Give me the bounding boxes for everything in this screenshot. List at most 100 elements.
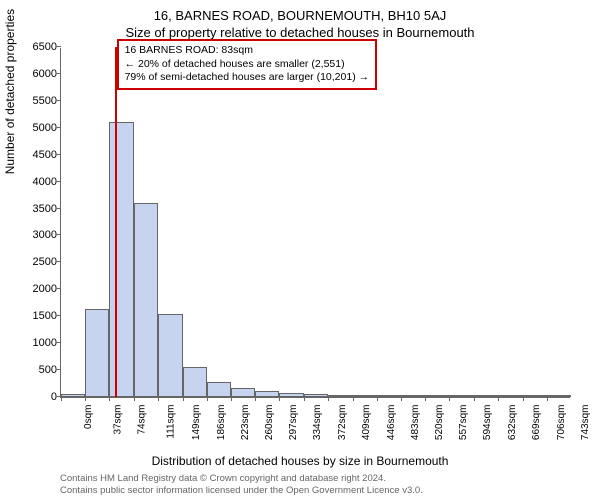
annotation-line-2: ← 20% of detached houses are smaller (2,…	[125, 58, 370, 72]
histogram-bar	[353, 395, 377, 397]
x-tick-mark	[498, 397, 499, 401]
histogram-bar	[328, 395, 352, 397]
plot-area: 0500100015002000250030003500400045005000…	[60, 48, 570, 398]
y-tick-label: 4500	[17, 149, 57, 161]
x-tick-mark	[134, 397, 135, 401]
y-axis-label: Number of detached properties	[3, 9, 17, 174]
x-tick-mark	[85, 397, 86, 401]
chart-subtitle: Size of property relative to detached ho…	[0, 23, 600, 40]
x-tick-mark	[207, 397, 208, 401]
y-tick-mark	[57, 154, 61, 155]
y-tick-mark	[57, 100, 61, 101]
x-tick-label: 483sqm	[410, 405, 411, 441]
y-tick-mark	[57, 261, 61, 262]
x-tick-mark	[377, 397, 378, 401]
y-tick-mark	[57, 288, 61, 289]
histogram-bar	[304, 394, 328, 397]
y-tick-mark	[57, 46, 61, 47]
x-tick-label: 297sqm	[288, 405, 289, 441]
x-tick-label: 446sqm	[386, 405, 387, 441]
histogram-bar	[547, 395, 571, 397]
x-tick-mark	[255, 397, 256, 401]
y-tick-label: 1500	[17, 310, 57, 322]
histogram-bar	[231, 388, 255, 397]
y-tick-label: 6000	[17, 68, 57, 80]
x-tick-label: 37sqm	[113, 405, 114, 435]
y-tick-label: 2000	[17, 283, 57, 295]
x-tick-label: 594sqm	[482, 405, 483, 441]
x-tick-label: 743sqm	[580, 405, 581, 441]
histogram-bar	[425, 395, 449, 397]
x-tick-label: 111sqm	[165, 405, 166, 439]
histogram-bar	[158, 314, 182, 397]
histogram-bar	[449, 395, 473, 397]
y-tick-label: 6500	[17, 41, 57, 53]
x-tick-mark	[231, 397, 232, 401]
x-tick-label: 223sqm	[240, 405, 241, 441]
x-tick-label: 260sqm	[264, 405, 265, 441]
y-tick-label: 2500	[17, 256, 57, 268]
histogram-bar	[498, 395, 522, 397]
x-tick-mark	[61, 397, 62, 401]
x-tick-mark	[449, 397, 450, 401]
annotation-line-1: 16 BARNES ROAD: 83sqm	[125, 44, 370, 58]
y-tick-mark	[57, 234, 61, 235]
x-tick-mark	[474, 397, 475, 401]
histogram-bar	[134, 203, 158, 397]
footer-text: Contains HM Land Registry data © Crown c…	[60, 473, 423, 496]
histogram-bar	[523, 395, 547, 397]
histogram-bar	[183, 367, 207, 397]
x-tick-label: 372sqm	[337, 405, 338, 441]
x-tick-mark	[279, 397, 280, 401]
histogram-bar	[279, 393, 303, 397]
y-tick-label: 500	[17, 364, 57, 376]
histogram-bar	[207, 382, 231, 397]
y-tick-label: 0	[17, 391, 57, 403]
x-tick-label: 520sqm	[434, 405, 435, 441]
y-tick-label: 3000	[17, 229, 57, 241]
x-tick-mark	[158, 397, 159, 401]
y-tick-mark	[57, 315, 61, 316]
chart-title: 16, BARNES ROAD, BOURNEMOUTH, BH10 5AJ	[0, 0, 600, 23]
y-tick-mark	[57, 208, 61, 209]
histogram-bar	[255, 391, 279, 397]
x-tick-label: 186sqm	[216, 405, 217, 441]
footer-line-2: Contains public sector information licen…	[60, 485, 423, 496]
x-tick-label: 149sqm	[192, 405, 193, 441]
property-marker-line	[115, 47, 117, 397]
y-tick-label: 4000	[17, 176, 57, 188]
annotation-line-3: 79% of semi-detached houses are larger (…	[125, 71, 370, 85]
histogram-bar	[474, 395, 498, 397]
x-tick-mark	[425, 397, 426, 401]
x-tick-mark	[304, 397, 305, 401]
x-tick-mark	[547, 397, 548, 401]
footer-line-1: Contains HM Land Registry data © Crown c…	[60, 473, 423, 484]
y-tick-mark	[57, 127, 61, 128]
y-tick-mark	[57, 369, 61, 370]
x-tick-mark	[353, 397, 354, 401]
y-tick-label: 1000	[17, 337, 57, 349]
histogram-bar	[85, 309, 109, 397]
y-tick-mark	[57, 181, 61, 182]
x-tick-label: 557sqm	[458, 405, 459, 441]
histogram-bar	[61, 394, 85, 397]
x-tick-label: 334sqm	[312, 405, 313, 441]
x-axis-label: Distribution of detached houses by size …	[0, 454, 600, 468]
histogram-bar	[401, 395, 425, 397]
histogram-bar	[377, 395, 401, 397]
x-tick-label: 632sqm	[507, 405, 508, 441]
y-tick-label: 5000	[17, 122, 57, 134]
x-tick-label: 669sqm	[532, 405, 533, 441]
y-tick-mark	[57, 73, 61, 74]
y-tick-label: 5500	[17, 95, 57, 107]
x-tick-mark	[328, 397, 329, 401]
histogram-bar	[109, 122, 133, 397]
x-tick-label: 706sqm	[556, 405, 557, 441]
y-tick-mark	[57, 342, 61, 343]
annotation-box: 16 BARNES ROAD: 83sqm← 20% of detached h…	[117, 39, 378, 90]
x-tick-mark	[523, 397, 524, 401]
y-tick-label: 3500	[17, 203, 57, 215]
x-tick-mark	[401, 397, 402, 401]
x-tick-mark	[183, 397, 184, 401]
x-tick-mark	[109, 397, 110, 401]
